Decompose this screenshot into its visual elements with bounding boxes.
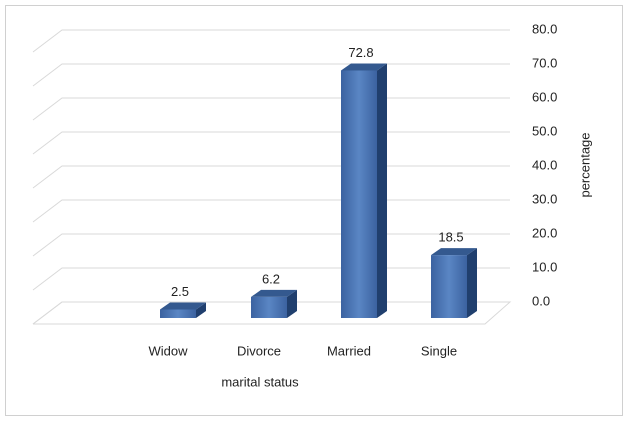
bar-face (196, 302, 206, 318)
bar-face (251, 296, 287, 318)
floor-line (32, 301, 512, 325)
y-tick-label: 60.0 (532, 89, 557, 104)
x-tick-label: Widow (148, 343, 188, 358)
bar-face (431, 255, 467, 318)
y-tick-label: 80.0 (532, 21, 557, 36)
y-tick-label: 0.0 (532, 293, 550, 308)
bar-face (251, 289, 297, 297)
bar-face (341, 63, 387, 71)
bar-face (377, 63, 387, 319)
bar-face (341, 70, 377, 318)
data-label: 18.5 (438, 230, 463, 245)
data-label: 72.8 (348, 45, 373, 60)
bar-face (431, 248, 477, 256)
bar-face (160, 309, 196, 318)
x-axis-title: marital status (221, 374, 299, 389)
y-tick-label: 40.0 (532, 157, 557, 172)
bar (251, 289, 297, 318)
chart-border (5, 5, 623, 416)
bar (431, 248, 477, 318)
data-label: 2.5 (171, 284, 189, 299)
grid-line (32, 29, 510, 53)
y-tick-label: 30.0 (532, 191, 557, 206)
data-label: 6.2 (262, 271, 280, 286)
x-tick-label: Single (421, 343, 457, 358)
y-axis-title: percentage (577, 132, 592, 197)
x-tick-label: Divorce (237, 343, 281, 358)
y-tick-label: 70.0 (532, 55, 557, 70)
x-tick-label: Married (327, 343, 371, 358)
y-tick-label: 50.0 (532, 123, 557, 138)
y-tick-label: 20.0 (532, 225, 557, 240)
bar (160, 302, 206, 318)
bar-face (467, 248, 477, 318)
y-tick-label: 10.0 (532, 259, 557, 274)
bar-face (287, 289, 297, 318)
bar (341, 63, 387, 319)
bar-face (160, 302, 206, 310)
